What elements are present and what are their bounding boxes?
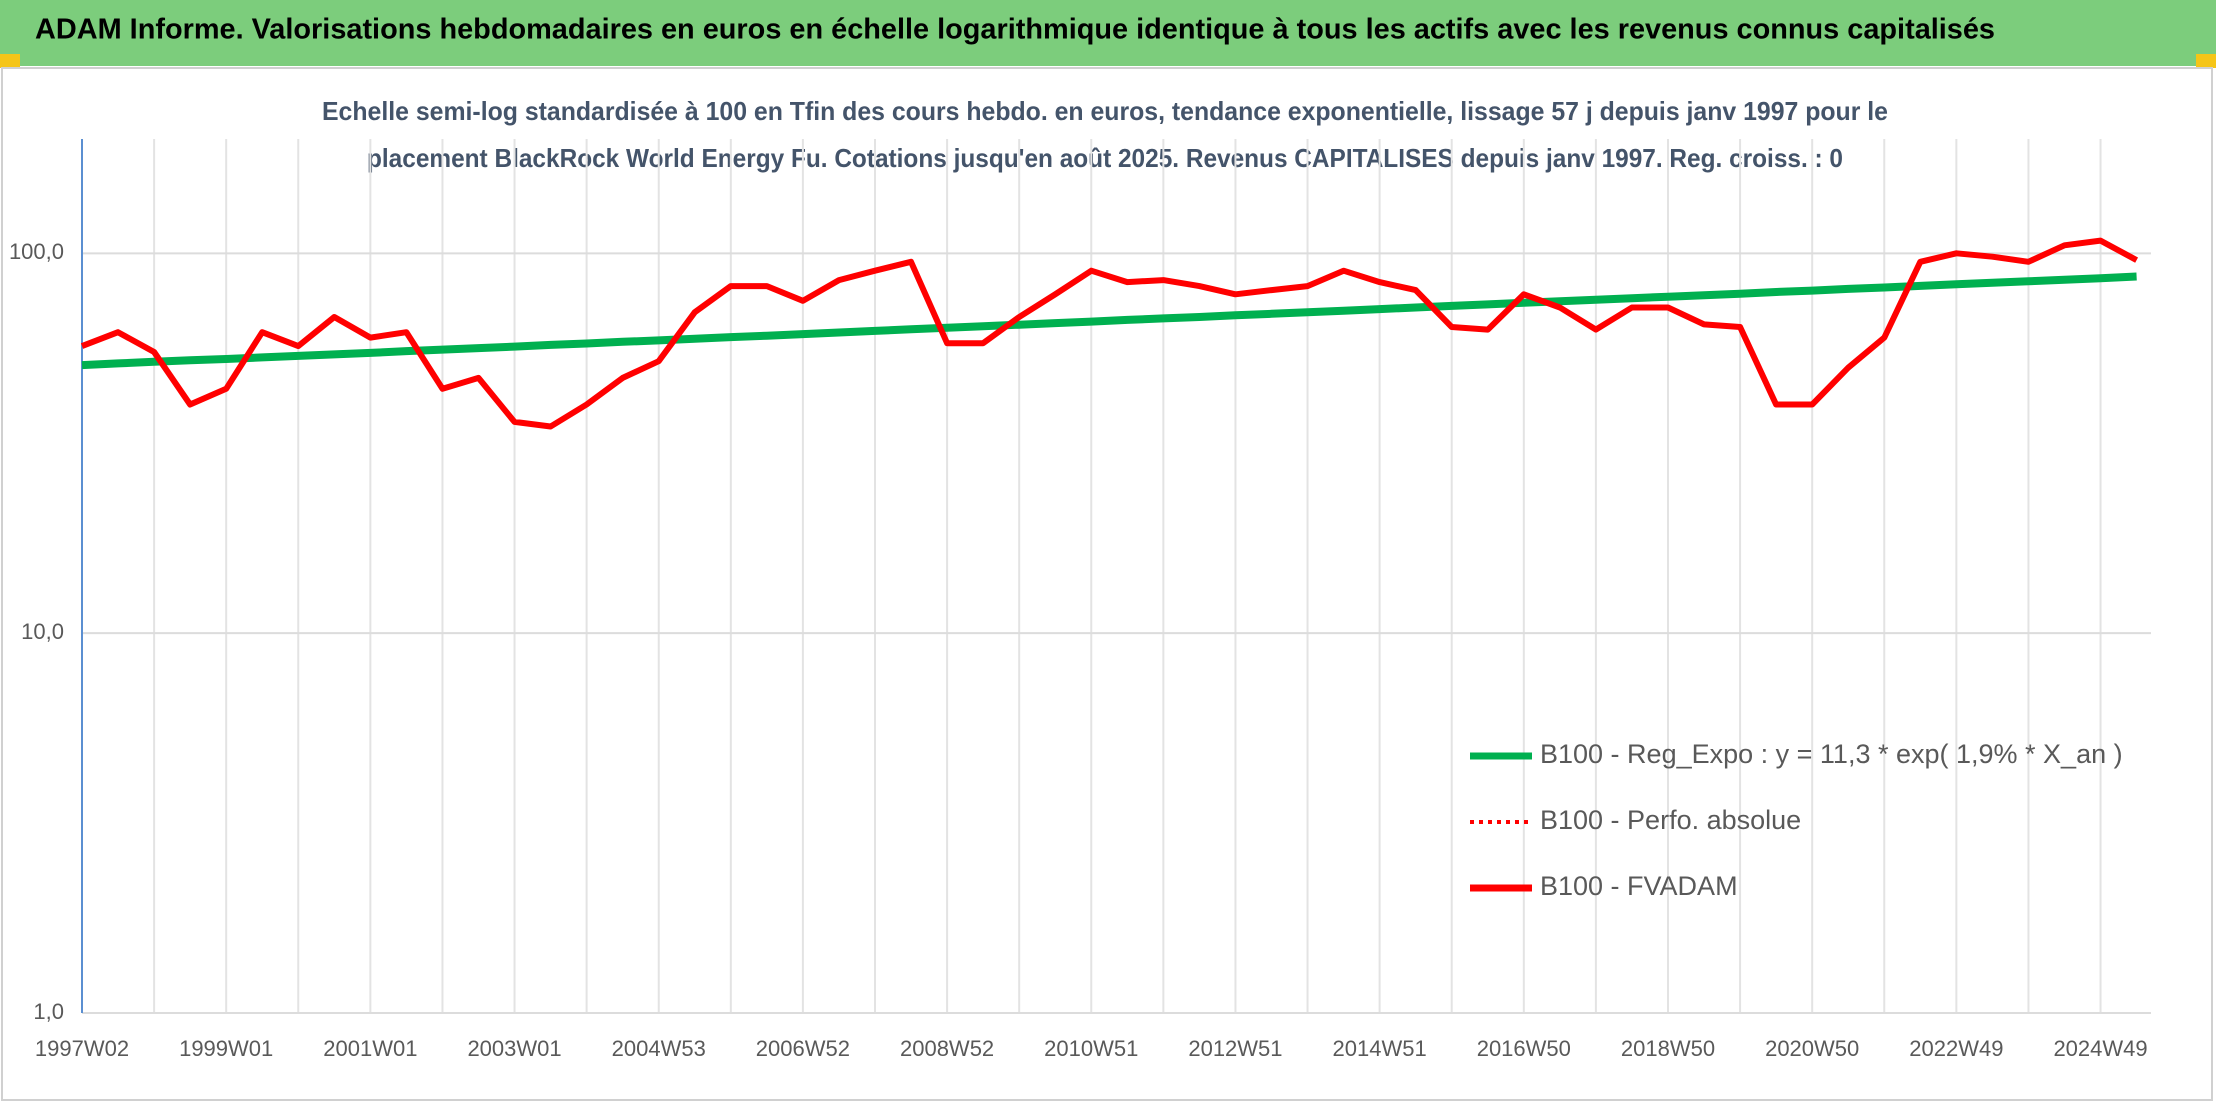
x-tick-label: 2001W01: [323, 1036, 417, 1061]
x-tick-label: 2008W52: [900, 1036, 994, 1061]
x-tick-label: 2024W49: [2053, 1036, 2147, 1061]
corner-mark: [0, 54, 20, 68]
chart-title: Echelle semi-log standardisée à 100 en T…: [322, 96, 1888, 126]
x-tick-label: 1999W01: [179, 1036, 273, 1061]
legend-label: B100 - Reg_Expo : y = 11,3 * exp( 1,9% *…: [1540, 739, 2123, 769]
x-tick-label: 2016W50: [1477, 1036, 1571, 1061]
y-tick-label: 100,0: [9, 239, 64, 264]
x-tick-label: 2003W01: [467, 1036, 561, 1061]
x-tick-label: 2020W50: [1765, 1036, 1859, 1061]
x-tick-label: 2004W53: [612, 1036, 706, 1061]
x-tick-label: 2022W49: [1909, 1036, 2003, 1061]
chart-title: placement BlackRock World Energy Fu. Cot…: [367, 143, 1843, 173]
x-tick-label: 2006W52: [756, 1036, 850, 1061]
header-bar: [0, 0, 2216, 66]
y-tick-label: 10,0: [21, 619, 64, 644]
x-tick-label: 2014W51: [1333, 1036, 1427, 1061]
corner-mark: [2196, 54, 2216, 68]
y-tick-label: 1,0: [33, 999, 64, 1024]
line-series: [80, 237, 2139, 430]
page-title: ADAM Informe. Valorisations hebdomadaire…: [35, 14, 1995, 46]
x-tick-label: 2012W51: [1188, 1036, 1282, 1061]
x-tick-label: 1997W02: [35, 1036, 129, 1061]
x-tick-label: 2010W51: [1044, 1036, 1138, 1061]
legend-label: B100 - FVADAM: [1540, 871, 1738, 901]
chart-frame: [1, 67, 2213, 1101]
x-tick-label: 2018W50: [1621, 1036, 1715, 1061]
line-series: [81, 272, 2137, 370]
legend-label: B100 - Perfo. absolue: [1540, 805, 1801, 835]
